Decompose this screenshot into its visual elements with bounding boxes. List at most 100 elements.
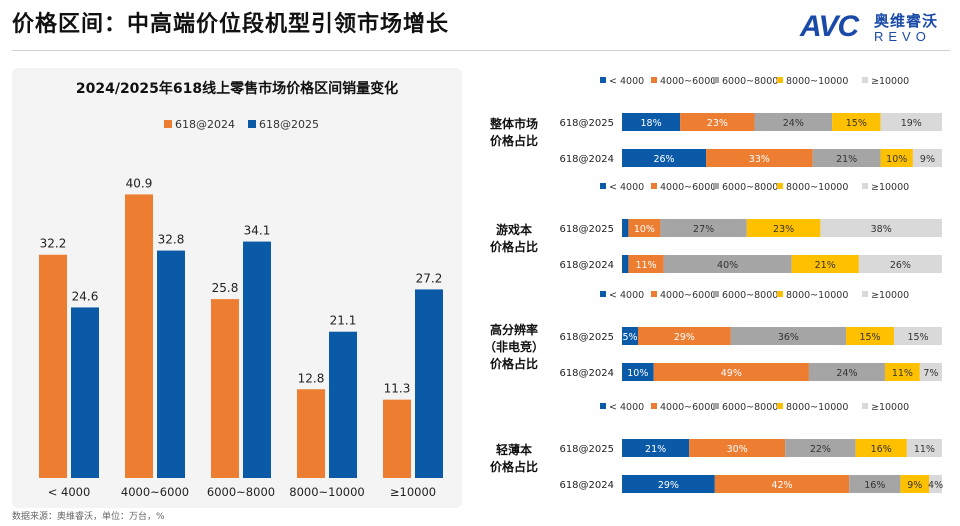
panel-category-label-line: 高分辨率 bbox=[489, 322, 538, 337]
legend-swatch bbox=[777, 291, 783, 297]
segment-value-label: 16% bbox=[871, 444, 892, 455]
x-tick-label: 6000~8000 bbox=[207, 485, 275, 499]
panel-category-label: 游戏本 价格占比 bbox=[434, 222, 594, 256]
segment-value-label: 24% bbox=[836, 368, 857, 379]
segment-value-label: 36% bbox=[778, 332, 799, 343]
stacked-segment bbox=[638, 327, 731, 345]
bar-value-label: 24.6 bbox=[72, 289, 99, 303]
bar bbox=[125, 194, 153, 478]
bar bbox=[415, 289, 443, 478]
row-label: 618@2024 bbox=[559, 260, 614, 271]
header-divider bbox=[12, 50, 950, 51]
legend-label: 4000~6000 bbox=[660, 76, 716, 87]
segment-value-label: 40% bbox=[717, 260, 738, 271]
legend-swatch bbox=[600, 77, 606, 83]
panel-category-label: 高分辨率 （非电竞） 价格占比 bbox=[434, 322, 594, 373]
legend-label: 6000~8000 bbox=[722, 402, 778, 413]
segment-value-label: 15% bbox=[846, 118, 867, 129]
segment-value-label: 15% bbox=[907, 332, 928, 343]
stacked-segment bbox=[894, 327, 942, 345]
segment-value-label: 29% bbox=[658, 480, 679, 491]
legend-swatch bbox=[713, 77, 719, 83]
stacked-segment bbox=[622, 149, 707, 167]
bar bbox=[329, 331, 357, 478]
bar bbox=[297, 389, 325, 478]
legend-label: 6000~8000 bbox=[722, 76, 778, 87]
legend-label: < 4000 bbox=[609, 182, 644, 193]
bar-chart-legend: 618@2024 618@2025 bbox=[164, 118, 319, 131]
legend-label: 4000~6000 bbox=[660, 402, 716, 413]
stacked-segment bbox=[791, 255, 859, 273]
segment-value-label: 9% bbox=[907, 480, 922, 491]
bar-value-label: 40.9 bbox=[126, 176, 153, 190]
panel-category-label-line: （非电竞） bbox=[483, 339, 544, 354]
segment-value-label: 26% bbox=[890, 260, 911, 271]
bar-value-label: 12.8 bbox=[298, 371, 325, 385]
bar bbox=[39, 254, 67, 478]
stacked-panel: < 4000 4000~6000 6000~8000 8000~10000 ≥10000… bbox=[559, 182, 942, 273]
stacked-segment bbox=[622, 255, 629, 273]
panel-category-label-line: 价格占比 bbox=[489, 460, 538, 474]
panel-category-label: 轻薄本 价格占比 bbox=[434, 442, 594, 476]
panel-category-label-line: 整体市场 bbox=[489, 117, 538, 131]
stacked-segment bbox=[929, 475, 942, 493]
segment-value-label: 10% bbox=[634, 224, 655, 235]
segment-value-label: 22% bbox=[810, 444, 831, 455]
stacked-segment bbox=[855, 439, 907, 457]
stacked-segment bbox=[884, 363, 920, 381]
stacked-segment bbox=[900, 475, 930, 493]
bar bbox=[157, 250, 185, 478]
bar-value-label: 27.2 bbox=[416, 271, 443, 285]
panel-category-label: 整体市场 价格占比 bbox=[434, 116, 594, 150]
segment-value-label: 26% bbox=[653, 154, 674, 165]
legend-swatch bbox=[651, 183, 657, 189]
segment-value-label: 38% bbox=[871, 224, 892, 235]
bar bbox=[383, 399, 411, 478]
segment-value-label: 24% bbox=[783, 118, 804, 129]
legend-swatch bbox=[713, 291, 719, 297]
legend-label: 4000~6000 bbox=[660, 290, 716, 301]
segment-value-label: 9% bbox=[920, 154, 935, 165]
stacked-segment bbox=[858, 255, 942, 273]
legend-label: 8000~10000 bbox=[786, 182, 848, 193]
stacked-panel: < 4000 4000~6000 6000~8000 8000~10000 ≥10000… bbox=[559, 76, 942, 167]
stacked-segment bbox=[628, 219, 661, 237]
source-note: 数据来源：奥维睿沃，单位：万台，% bbox=[12, 512, 165, 522]
stacked-panel: < 4000 4000~6000 6000~8000 8000~10000 ≥10000… bbox=[559, 402, 943, 493]
stacked-segment bbox=[622, 327, 638, 345]
page-title: 价格区间：中高端价位段机型引领市场增长 bbox=[12, 12, 450, 37]
legend-label: 6000~8000 bbox=[722, 182, 778, 193]
stacked-segment bbox=[820, 219, 942, 237]
panel-category-label-line: 轻薄本 bbox=[495, 443, 532, 457]
row-label: 618@2024 bbox=[559, 154, 614, 165]
segment-value-label: 23% bbox=[707, 118, 728, 129]
legend-label: 8000~10000 bbox=[786, 76, 848, 87]
legend-swatch bbox=[777, 183, 783, 189]
segment-value-label: 30% bbox=[727, 444, 748, 455]
stacked-segment bbox=[689, 439, 786, 457]
legend-label: ≥10000 bbox=[871, 290, 909, 301]
segment-value-label: 23% bbox=[773, 224, 794, 235]
segment-value-label: 11% bbox=[892, 368, 913, 379]
legend-swatch bbox=[600, 403, 606, 409]
segment-value-label: 29% bbox=[674, 332, 695, 343]
x-tick-label: 8000~10000 bbox=[289, 485, 365, 499]
legend-label: < 4000 bbox=[609, 76, 644, 87]
legend-swatch bbox=[600, 291, 606, 297]
bar-value-label: 34.1 bbox=[244, 224, 271, 238]
legend-label: 618@2025 bbox=[259, 118, 319, 131]
row-label: 618@2024 bbox=[559, 480, 614, 491]
stacked-segment bbox=[622, 113, 681, 131]
stacked-segment bbox=[680, 113, 755, 131]
legend-swatch bbox=[248, 120, 256, 128]
legend-label: 6000~8000 bbox=[722, 290, 778, 301]
stacked-segment bbox=[653, 363, 809, 381]
legend-swatch bbox=[862, 403, 868, 409]
bar-chart-title: 2024/2025年618线上零售市场价格区间销量变化 bbox=[75, 81, 399, 97]
segment-value-label: 4% bbox=[928, 480, 943, 491]
legend-label: 4000~6000 bbox=[660, 182, 716, 193]
legend-label: 8000~10000 bbox=[786, 290, 848, 301]
segment-value-label: 11% bbox=[914, 444, 935, 455]
segment-value-label: 49% bbox=[721, 368, 742, 379]
stacked-panel: < 4000 4000~6000 6000~8000 8000~10000 ≥10000… bbox=[559, 290, 942, 381]
